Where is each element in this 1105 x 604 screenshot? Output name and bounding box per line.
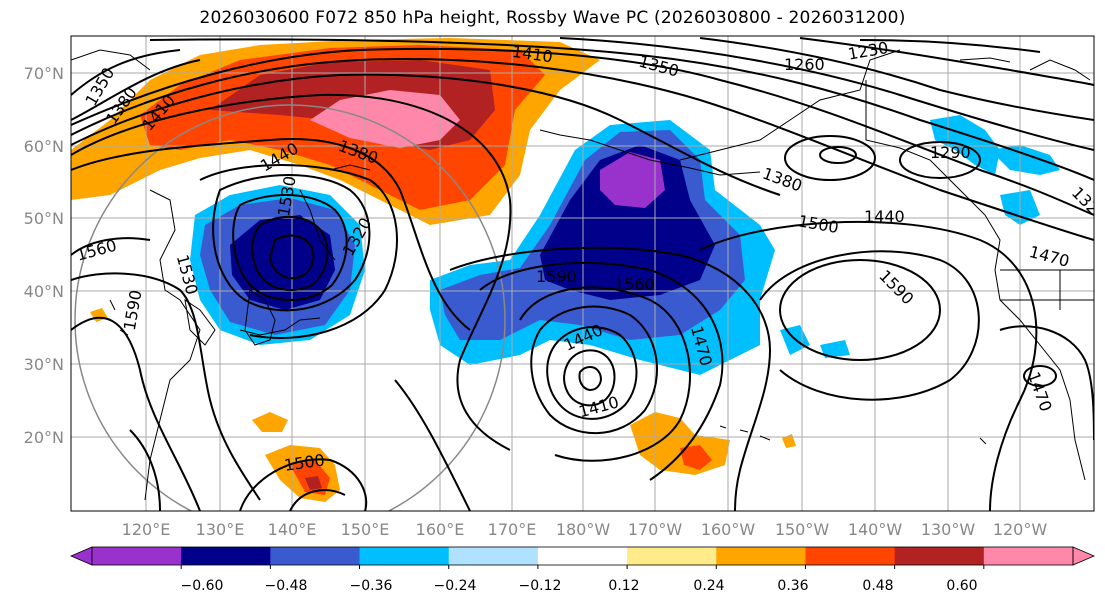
lat-label-30n: 30°N bbox=[24, 355, 64, 374]
colorbar-bin bbox=[270, 547, 361, 565]
lon-label: 130°W bbox=[921, 520, 976, 539]
contour-label: 1560 bbox=[614, 275, 655, 294]
contour-label: 1440 bbox=[864, 207, 905, 226]
colorbar-bin bbox=[448, 547, 539, 565]
colorbar bbox=[69, 546, 1096, 569]
lon-label: 140°E bbox=[268, 520, 317, 539]
lat-label-40n: 40°N bbox=[24, 282, 64, 301]
lon-label: 170°W bbox=[628, 520, 683, 539]
lat-label-20n: 20°N bbox=[24, 428, 64, 447]
colorbar-tick-label: −0.48 bbox=[265, 578, 308, 594]
longitude-labels: 120°E 130°E 140°E 150°E 160°E 170°E 180°… bbox=[122, 520, 1048, 539]
colorbar-bin bbox=[983, 547, 1074, 565]
colorbar-frame bbox=[91, 546, 1074, 566]
lon-label: 150°W bbox=[775, 520, 830, 539]
lat-label-60n: 60°N bbox=[24, 137, 64, 156]
colorbar-tick-label: −0.36 bbox=[350, 578, 393, 594]
map-canvas: 1350 1380 1410 1410 1440 1380 1320 1350 … bbox=[71, 36, 1094, 511]
colorbar-tick-label: 0.12 bbox=[608, 578, 639, 594]
height-contours bbox=[71, 37, 1094, 511]
colorbar-bin bbox=[537, 547, 628, 565]
colorbar-extend-max bbox=[1072, 546, 1096, 566]
coastlines bbox=[71, 49, 1094, 501]
colorbar-bin bbox=[894, 547, 985, 565]
colorbar-bin bbox=[805, 547, 896, 565]
colorbar-bin bbox=[627, 547, 717, 565]
contour-label: 1260 bbox=[784, 55, 825, 74]
colorbar-tick-label: 0.36 bbox=[777, 578, 808, 594]
contour-label: 1290 bbox=[930, 143, 971, 162]
colorbar-tick-label: −0.24 bbox=[434, 578, 477, 594]
colorbar-bin bbox=[716, 547, 806, 565]
lon-label: 120°W bbox=[993, 520, 1048, 539]
colorbar-extend-min bbox=[69, 546, 93, 566]
lon-label: 150°E bbox=[341, 520, 390, 539]
colorbar-tick-label: −0.12 bbox=[519, 578, 562, 594]
colorbar-ticks: −0.60 −0.48 −0.36 −0.24 −0.12 0.12 0.24 … bbox=[181, 578, 978, 594]
region-circle bbox=[74, 104, 506, 511]
map-title: 2026030600 F072 850 hPa height, Rossby W… bbox=[199, 8, 906, 28]
lon-label: 160°E bbox=[416, 520, 465, 539]
map-frame bbox=[70, 35, 1095, 512]
colorbar-bin bbox=[92, 547, 182, 565]
colorbar-tick-label: 0.60 bbox=[946, 578, 977, 594]
lon-label: 140°W bbox=[848, 520, 903, 539]
negative-anomaly-west bbox=[190, 185, 365, 345]
lon-label: 170°E bbox=[488, 520, 537, 539]
colorbar-tick-label: 0.24 bbox=[693, 578, 724, 594]
colorbar-tick-label: 0.48 bbox=[862, 578, 893, 594]
colorbar-bin bbox=[181, 547, 271, 565]
contour-label: 1590 bbox=[536, 267, 577, 286]
lon-label: 160°W bbox=[701, 520, 756, 539]
lon-label: 120°E bbox=[122, 520, 171, 539]
latitude-labels: 70°N 60°N 50°N 40°N 30°N 20°N bbox=[24, 64, 64, 447]
colorbar-tick-label: −0.60 bbox=[181, 578, 224, 594]
colorbar-bin bbox=[359, 547, 450, 565]
lat-label-70n: 70°N bbox=[24, 64, 64, 83]
lon-label: 180°W bbox=[556, 520, 611, 539]
lat-label-50n: 50°N bbox=[24, 209, 64, 228]
lon-label: 130°E bbox=[196, 520, 245, 539]
